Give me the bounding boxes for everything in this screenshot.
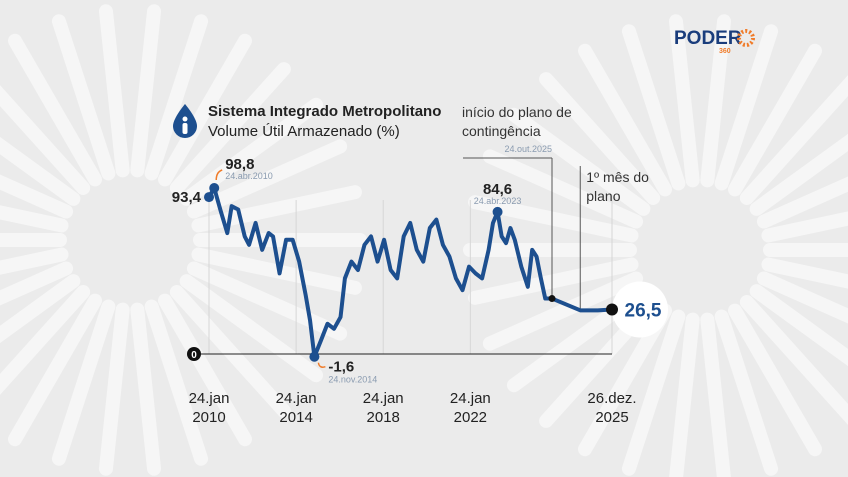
arrow	[215, 169, 223, 181]
ray	[0, 136, 81, 206]
brand-name: PODER	[674, 28, 742, 49]
ray	[539, 72, 661, 205]
ray	[468, 195, 639, 243]
ray	[179, 97, 324, 206]
ray	[756, 271, 848, 324]
chart-title: Sistema Integrado Metropolitano	[208, 103, 441, 120]
end-badge	[612, 281, 668, 338]
ray	[0, 274, 81, 344]
date-label: 24.out.2025	[504, 144, 552, 154]
ray	[668, 14, 700, 188]
ray	[506, 107, 651, 216]
ray	[621, 24, 686, 191]
ray	[51, 14, 116, 181]
plot: 093,498,824.abr.2010-1,624.nov.201484,62…	[172, 144, 668, 385]
ray	[468, 257, 639, 305]
ray	[578, 43, 672, 197]
ray	[714, 24, 779, 191]
ray	[179, 274, 324, 383]
background-rays	[0, 4, 848, 477]
value-label: 93,4	[172, 189, 202, 206]
ray	[8, 293, 102, 447]
chart-subtitle: Volume Útil Armazenado (%)	[208, 123, 400, 140]
ray	[761, 211, 848, 243]
point	[606, 303, 618, 316]
ray	[158, 293, 252, 447]
date-label: 24.nov.2014	[328, 375, 377, 385]
point	[309, 351, 320, 362]
line	[207, 186, 613, 359]
ray	[169, 285, 291, 418]
ray	[0, 205, 69, 233]
point	[492, 206, 503, 217]
ray	[130, 302, 162, 476]
ray	[0, 247, 69, 275]
ray	[749, 133, 848, 216]
ray	[51, 299, 116, 466]
ray	[739, 75, 848, 205]
ray	[728, 43, 822, 197]
ray	[186, 261, 348, 341]
ray	[700, 14, 732, 188]
icon-person	[182, 116, 188, 122]
x-tick-label: 24.jan 2010	[188, 390, 230, 426]
x-tick-label: 26.dez. 2025	[587, 390, 637, 426]
y-tick-label: 0	[191, 350, 197, 361]
ray	[144, 299, 209, 466]
ray	[0, 174, 74, 219]
point	[204, 192, 214, 203]
value-label: 84,6	[483, 181, 512, 198]
date-label: 24.abr.2023	[474, 196, 522, 206]
ray	[700, 312, 731, 477]
ray	[756, 176, 848, 229]
arrow	[317, 362, 326, 368]
ray	[98, 302, 130, 476]
ray	[761, 257, 848, 289]
brand-sun	[737, 29, 755, 47]
annotation: início do plano de contingência	[462, 104, 572, 139]
date-label: 24.abr.2010	[225, 171, 273, 181]
ray	[739, 295, 848, 425]
annotation: 1º mês do plano	[586, 169, 649, 204]
x-tick-label: 24.jan 2014	[275, 390, 317, 426]
x-tick-label: 24.jan 2022	[449, 390, 491, 426]
value-label: 26,5	[625, 300, 662, 321]
ray	[169, 62, 291, 195]
icon-person	[182, 123, 188, 134]
ray	[130, 4, 162, 178]
ray	[714, 309, 779, 476]
ray	[669, 312, 700, 477]
ray	[728, 303, 822, 457]
ray	[98, 4, 130, 178]
value-label: -1,6	[328, 359, 354, 376]
x-tick-label: 24.jan 2018	[362, 390, 404, 426]
ray	[749, 284, 848, 367]
y-tick-badge	[187, 347, 201, 361]
point	[209, 183, 220, 194]
brand-number: 360	[719, 48, 731, 55]
ray	[144, 14, 209, 181]
ray	[191, 247, 362, 295]
ray	[8, 33, 102, 187]
ray	[158, 33, 252, 187]
value-label: 98,8	[225, 156, 254, 173]
point	[548, 295, 556, 303]
ray	[0, 261, 74, 306]
ray	[621, 309, 686, 476]
ray	[0, 85, 91, 195]
ray	[0, 285, 91, 395]
